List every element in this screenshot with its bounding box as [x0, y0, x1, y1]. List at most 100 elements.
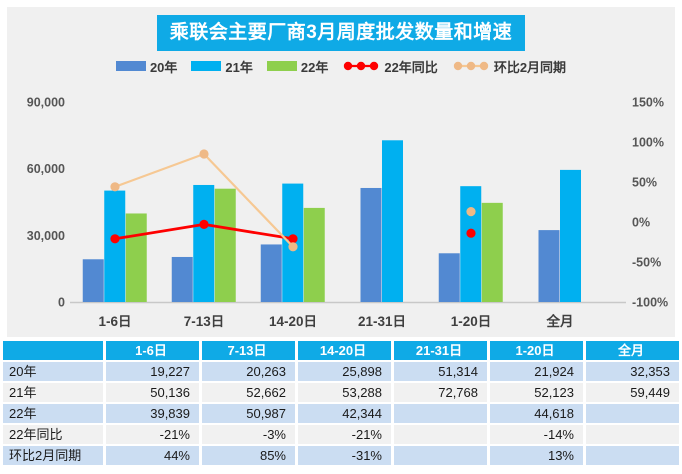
table-row: 环比2月同期 44% 85% -31% 13%	[3, 446, 679, 465]
table-body: 20年 19,227 20,263 25,898 51,314 21,924 32,353 2…	[3, 362, 679, 465]
chart-legend: 20年 21年 22年 22年同比 环比2月同期	[7, 57, 675, 76]
table-row: 22年 39,839 50,987 42,344 44,618	[3, 404, 679, 423]
table-cell: 44%	[106, 446, 199, 465]
chart-line-segment	[203, 223, 294, 241]
legend-item-1: 21年	[191, 57, 253, 76]
legend-item-0: 20年	[115, 57, 177, 76]
chart-panel: 乘联会主要厂商3月周度批发数量和增速 20年 21年 22年 22年同比 环比2月同期 …	[7, 7, 675, 337]
chart-line-segment	[203, 153, 294, 248]
chart-bar	[260, 244, 282, 302]
category-label: 14-20日	[269, 314, 317, 329]
table-column-header: 14-20日	[298, 341, 391, 360]
table-cell: 20,263	[202, 362, 295, 381]
legend-item-2: 22年	[266, 57, 329, 76]
chart-line-marker	[199, 219, 209, 229]
legend-item-3: 22年同比	[342, 57, 438, 76]
table-cell	[394, 425, 487, 444]
chart-bar	[560, 169, 581, 302]
legend-label: 21年	[225, 59, 253, 75]
chart-line-marker	[110, 234, 120, 244]
legend-item-4: 环比2月同期	[452, 57, 566, 76]
table-cell	[394, 404, 487, 423]
table-row-label: 22年同比	[3, 425, 103, 444]
chart-bar	[303, 207, 325, 302]
table-row-label: 环比2月同期	[3, 446, 103, 465]
category-label: 21-31日	[358, 314, 406, 329]
left-axis-tick: 90,000	[27, 96, 65, 110]
table-cell: 72,768	[394, 383, 487, 402]
chart-bar	[481, 202, 503, 302]
table-column-header: 1-6日	[106, 341, 199, 360]
table-header-row: 1-6日 7-13日 14-20日 21-31日 1-20日 全月	[3, 341, 679, 360]
table-cell: -3%	[202, 425, 295, 444]
table-cell: 85%	[202, 446, 295, 465]
chart-bar	[214, 188, 236, 302]
legend-label: 22年同比	[384, 59, 438, 75]
legend-bar-swatch	[115, 61, 146, 72]
table-row-label: 22年	[3, 404, 103, 423]
table-cell: 32,353	[586, 362, 679, 381]
table-cell: -31%	[298, 446, 391, 465]
table-cell: 52,662	[202, 383, 295, 402]
left-axis-tick: 0	[58, 296, 65, 310]
table-row-label: 20年	[3, 362, 103, 381]
table-cell: 44,618	[490, 404, 583, 423]
chart-bar	[538, 230, 560, 302]
right-axis-tick: 0%	[632, 216, 650, 230]
chart-bar	[104, 190, 126, 302]
chart-plot-area: 0 30,000 60,000 90,000 -100% -50% 0% 50% 100% 150…	[27, 96, 668, 330]
table-cell: 53,288	[298, 383, 391, 402]
chart-bar	[460, 186, 482, 302]
legend-label: 22年	[300, 59, 329, 75]
table-cell: -21%	[298, 425, 391, 444]
table-row: 21年 50,136 52,662 53,288 72,768 52,123 59,449	[3, 383, 679, 402]
chart-bar	[382, 140, 403, 302]
category-label: 1-6日	[98, 314, 131, 329]
chart-bar	[360, 187, 382, 302]
chart-bar	[438, 253, 460, 302]
table-cell: 19,227	[106, 362, 199, 381]
legend-bar-swatch	[266, 61, 297, 72]
table-cell: 39,839	[106, 404, 199, 423]
right-axis-tick: 150%	[632, 96, 664, 110]
table-cell: -14%	[490, 425, 583, 444]
table-cell: 21,924	[490, 362, 583, 381]
table-row-label: 21年	[3, 383, 103, 402]
chart-line-marker	[288, 242, 298, 252]
table-cell: 51,314	[394, 362, 487, 381]
table-column-header	[3, 341, 103, 360]
right-axis-tick: 100%	[632, 136, 664, 150]
legend-line-swatch	[344, 62, 379, 71]
table-header-row: 1-6日 7-13日 14-20日 21-31日 1-20日 全月	[3, 341, 679, 360]
legend-bar-swatch	[191, 61, 222, 72]
category-label: 全月	[546, 313, 574, 329]
chart-bar	[125, 213, 147, 302]
chart-line-marker	[466, 228, 476, 238]
data-table: 1-6日 7-13日 14-20日 21-31日 1-20日 全月 20年 19,227 20…	[0, 339, 682, 467]
chart-line-marker	[466, 207, 476, 217]
table-cell	[586, 404, 679, 423]
table-cell: 50,136	[106, 383, 199, 402]
chart-line-marker	[288, 234, 298, 244]
left-axis-tick: 60,000	[27, 162, 65, 176]
table-cell: 13%	[490, 446, 583, 465]
chart-line-marker	[110, 182, 120, 192]
table-cell: -21%	[106, 425, 199, 444]
right-axis-tick: -50%	[632, 256, 661, 270]
chart-bar	[171, 256, 193, 302]
category-label: 1-20日	[451, 314, 492, 329]
table-column-header: 1-20日	[490, 341, 583, 360]
table-cell: 59,449	[586, 383, 679, 402]
chart-line-segment	[114, 223, 205, 241]
chart-bar	[82, 259, 104, 302]
chart-line-segment	[114, 152, 205, 188]
chart-bar	[193, 184, 215, 302]
table-cell: 25,898	[298, 362, 391, 381]
right-axis-tick: 50%	[632, 176, 657, 190]
table-row: 20年 19,227 20,263 25,898 51,314 21,924 32,353	[3, 362, 679, 381]
table-cell: 52,123	[490, 383, 583, 402]
left-axis-tick: 30,000	[27, 229, 65, 243]
table-cell	[586, 425, 679, 444]
data-table-wrap: 1-6日 7-13日 14-20日 21-31日 1-20日 全月 20年 19,227 20…	[0, 339, 682, 467]
table-column-header: 7-13日	[202, 341, 295, 360]
